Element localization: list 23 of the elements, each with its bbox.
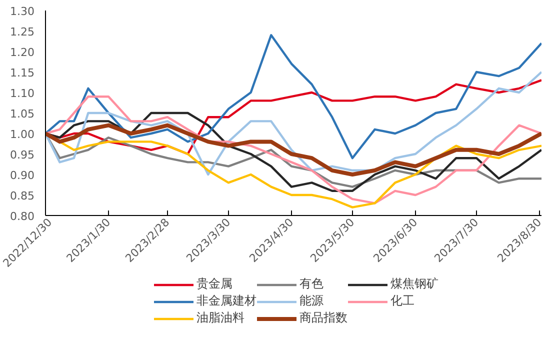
y-tick-label: 0.90: [10, 169, 35, 182]
line-series: [46, 70, 542, 176]
legend-label: 有色: [300, 276, 324, 292]
y-tick-label: 0.80: [10, 210, 35, 223]
line-series: [46, 123, 542, 176]
y-tick-label: 1.20: [10, 46, 35, 59]
legend-label: 非金属建材: [196, 292, 256, 310]
y-tick-label: 0.85: [10, 190, 35, 202]
y-tick-label: 1.15: [10, 66, 35, 80]
line-series: [46, 34, 542, 160]
y-tick-label: 1.00: [10, 128, 35, 141]
y-tick-label: 1.10: [10, 87, 35, 100]
legend-label: 煤焦钢矿: [390, 276, 438, 292]
legend-label: 贵金属: [196, 276, 232, 292]
y-tick-label: 1.30: [10, 5, 35, 18]
legend-label: 能源: [300, 292, 324, 310]
line-series: [46, 96, 542, 204]
y-tick-label: 0.95: [10, 148, 35, 162]
legend-label: 油脂油料: [196, 310, 244, 326]
legend-label: 商品指数: [300, 310, 348, 326]
legend-label: 化工: [390, 292, 414, 310]
y-tick-label: 1.05: [10, 108, 35, 120]
y-tick-label: 1.25: [10, 26, 35, 38]
